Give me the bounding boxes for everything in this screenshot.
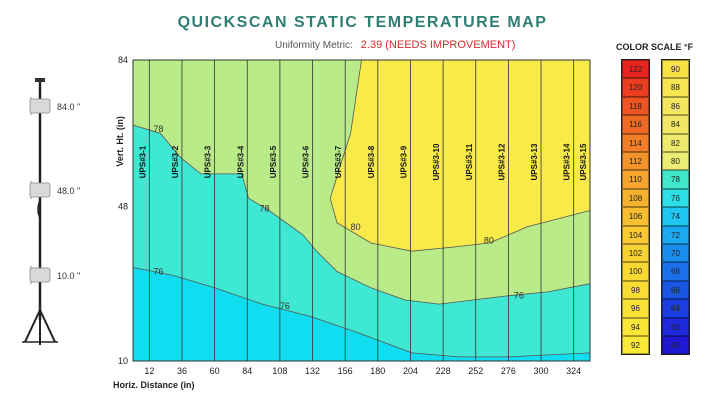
x-tick-label-132: 132 — [305, 366, 320, 376]
uniformity-metric: Uniformity Metric: 2.39 (NEEDS IMPROVEMEN… — [275, 39, 515, 51]
color-scale-cool-cell-78: 78 — [662, 170, 689, 189]
sensor-label-5: UPS#3-5 — [269, 145, 278, 178]
stand-leg-left — [24, 309, 41, 343]
x-tick-label-108: 108 — [272, 366, 287, 376]
color-scale-cool-cell-84: 84 — [662, 115, 689, 134]
x-tick-label-84: 84 — [242, 366, 252, 376]
color-scale-warm-cell-110: 110 — [622, 170, 649, 189]
stand-sensor-box-2 — [29, 182, 51, 198]
color-scale-cool-cell-68: 68 — [662, 262, 689, 281]
color-scale-cool-cell-66: 66 — [662, 280, 689, 300]
uniformity-metric-value: 2.39 (NEEDS IMPROVEMENT) — [360, 39, 516, 51]
stand-top-cap — [35, 78, 45, 82]
uniformity-metric-label: Uniformity Metric: — [275, 40, 353, 51]
color-scale-cool-cell-62: 62 — [662, 317, 689, 336]
sensor-label-9: UPS#3-9 — [399, 145, 408, 178]
x-tick-label-300: 300 — [534, 366, 549, 376]
contour-label-80-1: 80 — [484, 236, 494, 246]
sensor-label-10: UPS#3-10 — [432, 143, 441, 180]
contour-label-78: 78 — [153, 124, 163, 134]
stand-height-label-2: 48.0 " — [57, 186, 80, 196]
stand-height-label-3: 10.0 " — [57, 271, 80, 281]
contour-label-76-3: 76 — [514, 291, 524, 301]
color-scale-warm-cell-114: 114 — [622, 133, 649, 152]
color-scale-cool-cell-60: 60 — [662, 336, 689, 355]
color-scale-cool-cell-82: 82 — [662, 133, 689, 152]
sensor-label-13: UPS#3-13 — [530, 143, 539, 180]
color-scale-warm-cell-118: 118 — [622, 96, 649, 116]
x-tick-label-324: 324 — [566, 366, 581, 376]
contour-line-78 — [133, 124, 590, 305]
stand-leg-right — [39, 309, 56, 343]
sensor-label-8: UPS#3-8 — [367, 145, 376, 178]
color-scale-cool-cell-72: 72 — [662, 225, 689, 244]
x-tick-label-252: 252 — [468, 366, 483, 376]
color-scale-title: COLOR SCALE °F — [616, 42, 694, 52]
contour-label-80: 80 — [351, 222, 361, 232]
color-scale-warm-cell-116: 116 — [622, 115, 649, 134]
color-scale-warm-cell-104: 104 — [622, 225, 649, 244]
y-tick-label-10: 10 — [118, 356, 128, 366]
color-scale-warm-cell-96: 96 — [622, 299, 649, 318]
band-above-80 — [330, 60, 590, 252]
color-scale-cool-cell-90: 90 — [662, 60, 689, 79]
sensor-label-2: UPS#3-2 — [171, 145, 180, 178]
y-tick-label-84: 84 — [118, 55, 128, 65]
sensor-label-12: UPS#3-12 — [497, 143, 506, 180]
stand-sensor-box-1 — [29, 98, 51, 114]
color-scale-warm-cell-94: 94 — [622, 317, 649, 336]
x-tick-label-228: 228 — [436, 366, 451, 376]
sensor-label-3: UPS#3-3 — [204, 145, 213, 178]
color-scale-warm-cell-108: 108 — [622, 188, 649, 208]
sensor-stand-illustration: 84.0 " 48.0 " 10.0 " — [22, 78, 80, 345]
x-tick-label-276: 276 — [501, 366, 516, 376]
color-scale-warm-cell-102: 102 — [622, 244, 649, 263]
stand-sensor-box-3 — [29, 267, 51, 283]
color-scale-warm-cell-92: 92 — [622, 336, 649, 355]
sensor-label-1: UPS#3-1 — [138, 145, 147, 178]
x-tick-label-204: 204 — [403, 366, 418, 376]
x-tick-label-36: 36 — [177, 366, 187, 376]
color-scale-cool-cell-74: 74 — [662, 207, 689, 226]
color-scale-warm-cell-120: 120 — [622, 78, 649, 97]
sensor-label-6: UPS#3-6 — [302, 145, 311, 178]
sensor-label-15: UPS#3-15 — [579, 143, 588, 180]
color-scale-warm-cell-98: 98 — [622, 280, 649, 300]
x-tick-label-156: 156 — [338, 366, 353, 376]
color-scale-cool-cell-64: 64 — [662, 299, 689, 318]
color-scale-warm-cell-100: 100 — [622, 262, 649, 281]
temperature-map: 80 78 76 78 80 76 76 UPS#3-1 UPS#3-2 UPS#3-3 UPS#… — [113, 55, 591, 390]
color-scale-cool-cell-70: 70 — [662, 244, 689, 263]
plot-frame — [132, 59, 591, 362]
x-tick-label-180: 180 — [370, 366, 385, 376]
sensor-label-11: UPS#3-11 — [465, 143, 474, 180]
contour-line-76 — [133, 267, 590, 358]
sensor-label-7: UPS#3-7 — [334, 145, 343, 178]
y-tick-label-48: 48 — [118, 201, 128, 211]
color-scale-cool-cell-86: 86 — [662, 96, 689, 116]
color-scale-warm-column — [621, 59, 650, 356]
stand-cable — [37, 199, 41, 219]
color-scale-cool-cell-76: 76 — [662, 188, 689, 208]
sensor-label-14: UPS#3-14 — [563, 143, 572, 180]
sensor-label-4: UPS#3-4 — [236, 145, 245, 178]
color-scale-warm-cell-106: 106 — [622, 207, 649, 226]
stand-height-label-1: 84.0 " — [57, 102, 80, 112]
color-scale-cool-cell-80: 80 — [662, 152, 689, 171]
color-scale-cool-cell-88: 88 — [662, 78, 689, 97]
x-tick-label-60: 60 — [210, 366, 220, 376]
color-scale-cool-column — [661, 59, 690, 356]
color-scale-warm-cell-122: 122 — [622, 60, 649, 79]
contour-label-76-2: 76 — [280, 301, 290, 311]
color-scale-warm-cell-112: 112 — [622, 152, 649, 171]
x-axis-label: Horiz. Distance (in) — [113, 380, 195, 390]
y-axis-label: Vert. Ht. (in) — [115, 116, 125, 167]
x-tick-label-12: 12 — [144, 366, 154, 376]
chart-title: QUICKSCAN STATIC TEMPERATURE MAP — [177, 14, 548, 31]
contour-label-78-0: 78 — [259, 203, 269, 213]
contour-label-76: 76 — [153, 267, 163, 277]
